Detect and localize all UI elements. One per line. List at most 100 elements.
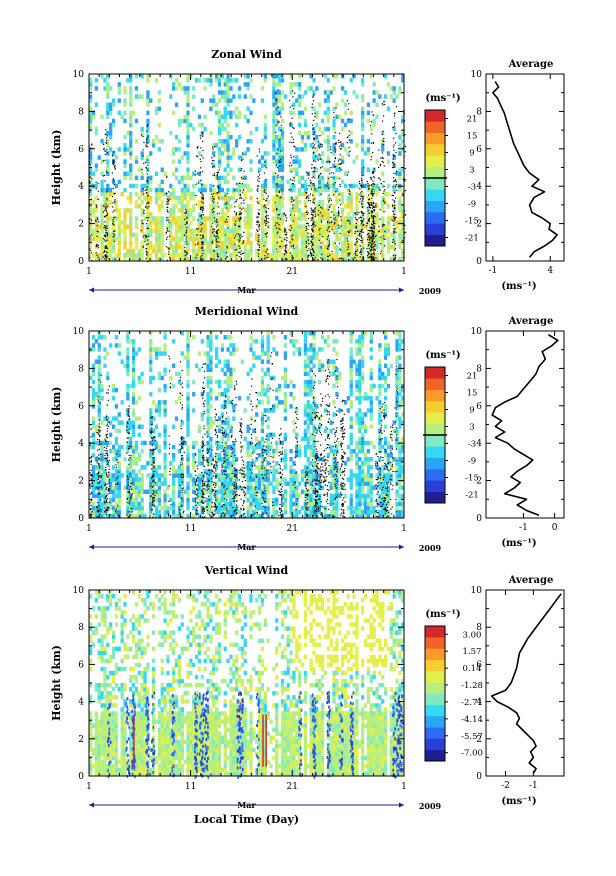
colorbar-label: 1.57 [463,647,482,657]
colorbar-swatch [425,110,445,122]
month-span-arrow-right [399,802,404,808]
colorbar-swatch [425,693,445,706]
month-label: Mar [237,542,256,552]
colorbar-swatch [425,480,445,492]
year-label: 2009 [419,543,442,553]
x-tick-label: 11 [185,267,196,277]
colorbar-label: -4.14 [461,715,483,725]
y-tick-label: 8 [78,623,84,633]
colorbar-label: -9 [468,200,476,210]
colorbar-label: -21 [465,491,479,501]
profile-x-tick-label: 4 [547,266,553,276]
colorbar-label: -9 [468,457,476,467]
profile-x-tick-label: 0 [552,523,558,533]
y-tick-label: 10 [73,327,85,337]
x-tick-label: 11 [185,524,196,534]
y-tick-label: 0 [78,514,84,524]
profile-y-tick-label: 0 [476,257,482,267]
colorbar-label: 21 [467,372,478,382]
colorbar-swatch [425,626,445,638]
chart-title: Vertical Wind [204,564,289,577]
month-span-arrow-left [89,287,94,293]
colorbar-swatch [425,189,445,201]
profile-line [490,593,562,774]
profile-x-tick-label: -2 [501,781,510,791]
colorbar-label: -15 [465,217,479,227]
colorbar-swatch [425,716,445,728]
profile-y-tick-label: 10 [471,70,483,80]
colorbar-label: -2.71 [461,698,483,708]
colorbar-frame [424,625,446,762]
colorbar-swatch [425,491,445,504]
x-tick-label: 11 [185,782,196,792]
profile-y-tick-label: 4 [476,698,482,708]
profile-y-tick-label: 0 [476,772,482,782]
y-axis-label: Height (km) [50,387,63,463]
month-span-arrow-right [399,544,404,550]
profile-x-label: (ms⁻¹) [501,281,536,292]
profile-y-tick-label: 8 [476,623,482,633]
chart-title: Meridional Wind [195,305,299,318]
x-tick-label: 1 [401,524,407,534]
profile-y-tick-label: 8 [476,107,482,117]
colorbar-label: 9 [469,149,474,159]
month-span-arrow-right [399,287,404,293]
profile-y-tick-label: 8 [476,364,482,374]
y-tick-label: 6 [78,145,84,155]
y-tick-label: 2 [78,477,84,487]
x-tick-label: 21 [286,267,297,277]
colorbar-swatch [425,401,445,413]
year-label: 2009 [419,286,442,296]
colorbar-swatch [425,682,445,694]
heatmap-cells [89,74,405,262]
profile-y-tick-label: 2 [476,220,482,230]
x-tick-label: 21 [286,524,297,534]
x-tick-label: 1 [401,782,407,792]
month-span-arrow-left [89,802,94,808]
colorbar-swatch [425,155,445,167]
colorbar-swatch [425,446,445,458]
x-tick-label: 1 [86,267,92,277]
colorbar-label: -15 [465,474,479,484]
y-tick-label: 4 [78,698,84,708]
profile-y-tick-label: 2 [476,735,482,745]
y-axis-label: Height (km) [50,645,63,721]
colorbar-swatch [425,144,445,156]
y-tick-label: 6 [78,402,84,412]
profile-title: Average [508,575,554,586]
profile-y-tick-label: 6 [476,145,482,155]
colorbar-unit: (ms⁻¹) [425,609,460,620]
x-axis-label: Local Time (Day) [194,813,299,826]
profile-y-tick-label: 10 [471,327,483,337]
y-tick-label: 8 [78,364,84,374]
colorbar-swatch [425,637,445,649]
colorbar-swatch [425,200,445,213]
colorbar-swatch [425,389,445,402]
colorbar-swatch [425,166,445,179]
y-tick-label: 10 [73,70,85,80]
colorbar-swatch [425,212,445,224]
colorbar-label: -7.00 [461,749,483,759]
profile-y-tick-label: 0 [476,514,482,524]
colorbar-swatch [425,727,445,739]
x-tick-label: 21 [286,782,297,792]
colorbar-swatch [425,659,445,672]
colorbar-label: -5.57 [461,732,483,742]
colorbar-swatch [425,367,445,379]
y-axis-label: Height (km) [50,130,63,206]
year-label: 2009 [419,801,442,811]
y-tick-label: 0 [78,772,84,782]
profile-x-tick-label: -1 [488,266,497,276]
colorbar-label: -21 [465,234,479,244]
profile-y-tick-label: 2 [476,477,482,487]
colorbar-swatch [425,423,445,436]
profile-line [492,81,558,258]
profile-x-tick-label: -1 [519,523,528,533]
colorbar-swatch [425,178,445,190]
colorbar-label: 15 [467,389,478,399]
y-tick-label: 4 [78,439,84,449]
